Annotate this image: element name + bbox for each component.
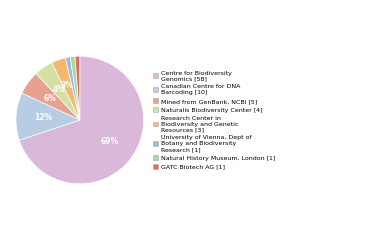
Text: 12%: 12% — [34, 113, 52, 122]
Wedge shape — [70, 56, 80, 120]
Text: 69%: 69% — [101, 137, 119, 146]
Wedge shape — [16, 93, 80, 140]
Wedge shape — [22, 74, 80, 120]
Text: 4%: 4% — [52, 85, 65, 94]
Wedge shape — [36, 63, 80, 120]
Wedge shape — [19, 56, 144, 184]
Wedge shape — [75, 56, 80, 120]
Text: 3%: 3% — [61, 81, 74, 90]
Text: 6%: 6% — [43, 94, 56, 103]
Wedge shape — [52, 58, 80, 120]
Wedge shape — [65, 57, 80, 120]
Legend: Centre for Biodiversity
Genomics [58], Canadian Centre for DNA
Barcoding [10], M: Centre for Biodiversity Genomics [58], C… — [152, 69, 277, 171]
